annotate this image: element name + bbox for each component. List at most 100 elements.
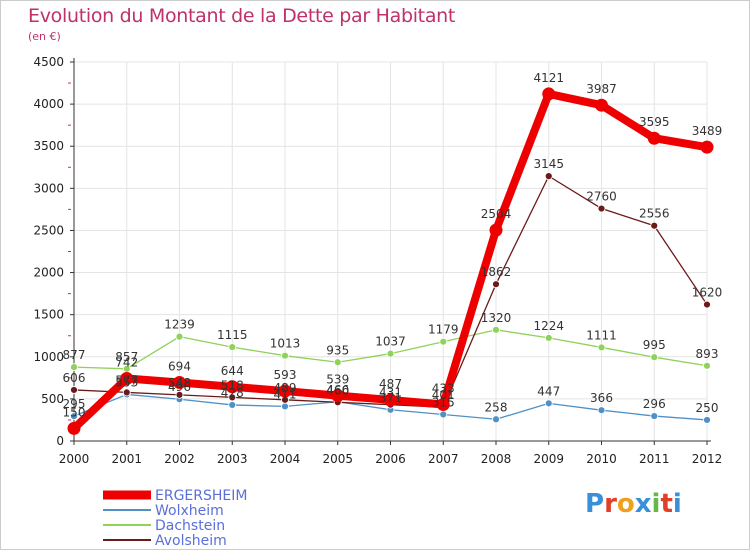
data-label: 2504 [481, 207, 512, 221]
data-point [70, 412, 78, 421]
chart-subtitle: (en €) [28, 30, 61, 43]
data-point [281, 351, 289, 360]
x-tick-label: 2010 [586, 452, 617, 466]
data-label: 489 [274, 381, 297, 395]
data-label: 539 [326, 373, 349, 387]
y-tick-label: 2000 [33, 266, 64, 280]
x-tick-label: 2012 [692, 452, 723, 466]
data-point [439, 337, 448, 346]
legend-label: Dachstein [155, 518, 225, 534]
data-point [228, 393, 237, 402]
data-label: 553 [115, 375, 138, 389]
data-point [492, 280, 500, 289]
legend-label: Avolsheim [155, 533, 227, 549]
data-label: 487 [379, 377, 402, 391]
y-tick-label: 0 [56, 434, 64, 448]
data-point [700, 140, 714, 154]
data-label: 296 [643, 397, 666, 411]
data-point [647, 131, 661, 145]
data-label: 644 [221, 364, 244, 378]
data-label: 2556 [639, 207, 670, 221]
data-label: 433 [432, 382, 455, 396]
data-label: 593 [274, 368, 297, 382]
data-label: 1037 [375, 335, 406, 349]
data-label: 3145 [533, 157, 564, 171]
data-label: 431 [379, 386, 402, 400]
data-label: 295 [63, 397, 86, 411]
data-point [439, 410, 448, 419]
data-point [122, 388, 131, 397]
data-label: 577 [115, 373, 138, 387]
data-point [650, 221, 659, 230]
data-label: 460 [326, 383, 349, 397]
x-tick-label: 2004 [270, 452, 301, 466]
data-point [489, 223, 503, 237]
y-tick-label: 1500 [33, 308, 64, 322]
x-tick-label: 2006 [375, 452, 406, 466]
data-label: 3987 [586, 82, 617, 96]
data-label: 466 [326, 383, 349, 397]
data-label: 893 [696, 347, 719, 361]
y-tick-label: 4500 [33, 55, 64, 69]
data-point [597, 406, 606, 415]
data-label: 606 [63, 371, 86, 385]
data-label: 694 [168, 360, 191, 374]
data-label: 366 [590, 391, 613, 405]
x-tick-label: 2003 [217, 452, 248, 466]
data-point [595, 98, 608, 112]
data-point [703, 300, 711, 309]
x-tick-label: 2011 [639, 452, 670, 466]
data-label: 401 [432, 388, 455, 402]
data-point [175, 332, 184, 341]
y-tick-label: 3500 [33, 139, 64, 153]
y-tick-label: 4000 [33, 97, 64, 111]
y-tick-label: 2500 [33, 223, 64, 237]
y-tick-label: 3000 [33, 181, 64, 195]
data-point [703, 416, 711, 424]
data-point [436, 398, 450, 412]
data-label: 1239 [164, 318, 195, 332]
data-point [173, 376, 186, 390]
data-point [492, 415, 500, 424]
data-label: 1179 [428, 323, 459, 337]
data-label: 150 [63, 405, 86, 419]
legend-label: ERGERSHEIM [155, 488, 247, 504]
x-tick-label: 2000 [59, 452, 90, 466]
data-point [175, 390, 184, 399]
data-label: 3489 [692, 124, 723, 138]
data-point [333, 358, 342, 367]
data-point [281, 402, 289, 411]
data-point [542, 87, 556, 101]
data-label: 447 [537, 384, 560, 398]
data-label: 1320 [481, 311, 512, 325]
data-point [703, 361, 711, 370]
x-tick-label: 2009 [533, 452, 564, 466]
data-label: 250 [696, 401, 719, 415]
data-label: 877 [63, 348, 86, 362]
data-point [228, 401, 237, 409]
data-label: 1013 [270, 337, 301, 351]
data-label: 2760 [586, 190, 617, 204]
legend-label: Wolxheim [155, 503, 224, 519]
data-label: 857 [115, 350, 138, 364]
data-label: 548 [168, 376, 191, 390]
data-label: 3595 [639, 115, 670, 129]
x-tick-label: 2005 [322, 452, 353, 466]
data-point [120, 372, 134, 386]
data-label: 995 [643, 338, 666, 352]
data-label: 371 [379, 391, 402, 405]
data-label: 496 [168, 380, 191, 394]
data-label: 1111 [586, 328, 617, 342]
data-point [544, 399, 553, 408]
data-point [331, 389, 345, 403]
data-point [650, 353, 659, 362]
data-label: 518 [221, 378, 244, 392]
data-label: 1224 [533, 319, 564, 333]
data-label: 742 [115, 356, 138, 370]
chart-title: Evolution du Montant de la Dette par Hab… [28, 5, 456, 27]
data-point [278, 384, 292, 398]
data-label: 258 [485, 400, 508, 414]
